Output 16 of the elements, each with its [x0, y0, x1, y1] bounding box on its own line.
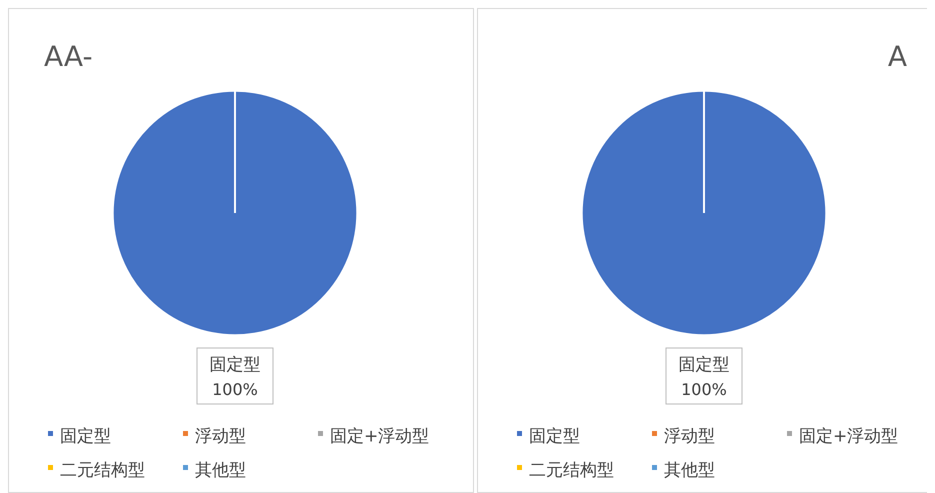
legend-label: 固定+浮动型 [330, 426, 430, 447]
data-label: 100% [212, 380, 258, 399]
legend-label: 固定型 [60, 426, 111, 447]
data-label: 100% [681, 380, 727, 399]
legend-label: 固定+浮动型 [799, 426, 898, 447]
chart-title: A [888, 40, 907, 73]
legend-label: 固定型 [529, 426, 580, 447]
chart-title: AA- [44, 40, 93, 73]
legend-label: 其他型 [664, 460, 715, 481]
legend-label: 浮动型 [195, 426, 246, 447]
legend-label: 二元结构型 [529, 460, 614, 481]
legend-label: 二元结构型 [60, 460, 145, 481]
legend-label: 浮动型 [664, 426, 715, 447]
slice-label: 固定型 [210, 355, 260, 375]
legend-label: 其他型 [195, 460, 246, 481]
slice-label: 固定型 [678, 355, 730, 375]
